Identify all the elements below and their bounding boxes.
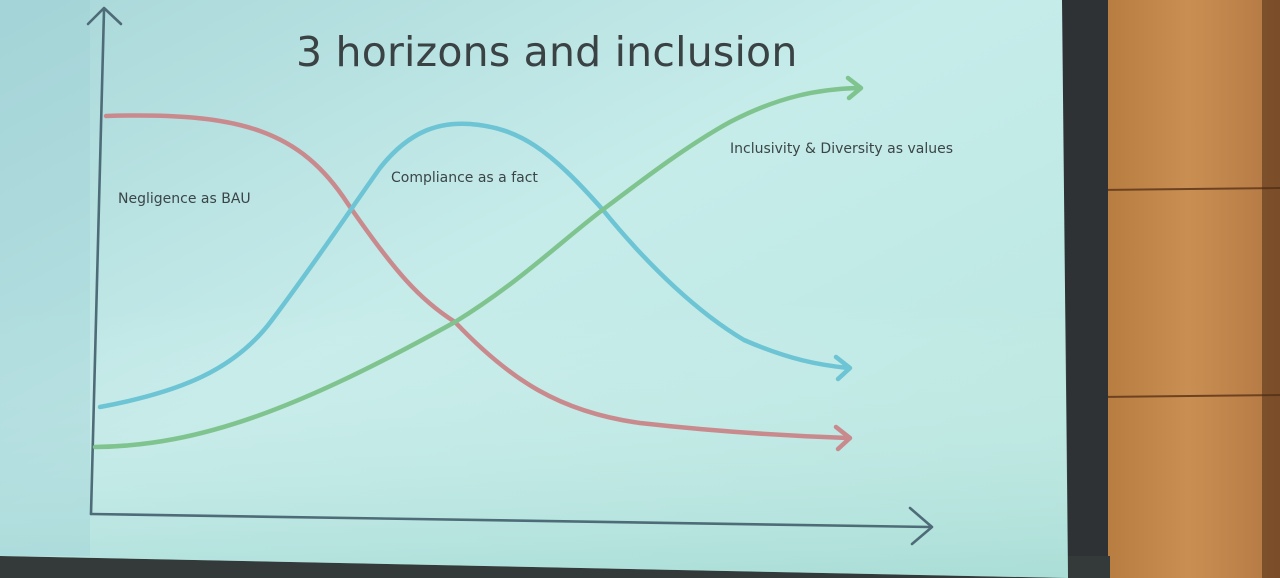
- y-axis-arrow: [86, 6, 123, 26]
- wood-gap: [1262, 0, 1280, 578]
- wood-wall: [1095, 0, 1280, 578]
- x-axis: [89, 512, 932, 529]
- screen-frame: [1062, 0, 1108, 578]
- inclusivity-label: Inclusivity & Diversity as values: [730, 141, 954, 157]
- slide-title: 3 horizons and inclusion: [296, 28, 798, 76]
- inclusivity-curve: [92, 85, 861, 450]
- inclusivity-arrowhead: [845, 75, 864, 101]
- screen-shading: [0, 300, 1068, 578]
- compliance-curve: [97, 121, 851, 410]
- wood-panel-seam: [1099, 187, 1280, 191]
- negligence-arrowhead: [833, 424, 853, 452]
- chart-axes: [86, 6, 934, 546]
- compliance-label: Compliance as a fact: [391, 170, 538, 186]
- y-axis: [89, 8, 106, 516]
- compliance-arrowhead: [833, 354, 853, 382]
- screen-left-glare: [0, 0, 90, 556]
- negligence-label: Negligence as BAU: [118, 191, 251, 207]
- wood-panel-seam: [1099, 394, 1280, 398]
- x-axis-arrow: [908, 506, 934, 546]
